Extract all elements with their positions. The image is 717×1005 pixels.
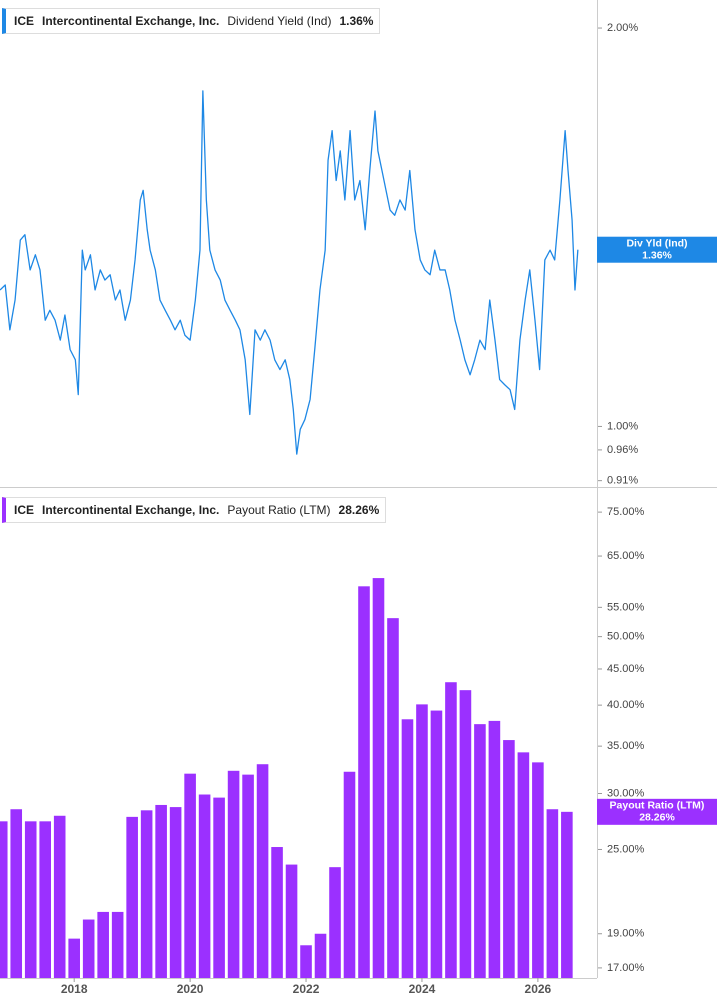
y-tick-label: 50.00% (607, 631, 645, 643)
legend: ICE Intercontinental Exchange, Inc. Divi… (2, 8, 381, 34)
legend-metric: Payout Ratio (LTM) (227, 503, 331, 517)
bar (227, 770, 240, 978)
bar (546, 809, 559, 978)
bar (314, 933, 327, 978)
badge-label: Payout Ratio (LTM) (610, 800, 705, 812)
bar (445, 682, 457, 978)
bar (155, 804, 167, 978)
bar (271, 847, 283, 978)
bar (358, 586, 370, 978)
bar (561, 811, 573, 978)
bar (532, 762, 544, 978)
legend-company: Intercontinental Exchange, Inc. (42, 14, 220, 28)
bar (198, 794, 211, 978)
y-tick-label: 55.00% (607, 601, 645, 613)
y-tick-label: 30.00% (607, 787, 645, 799)
y-tick-label: 75.00% (607, 506, 645, 518)
badge-value: 1.36% (642, 249, 672, 261)
badge-box (597, 236, 717, 263)
y-tick-label: 35.00% (607, 740, 645, 752)
y-tick-label: 1.00% (607, 420, 638, 432)
badge-box (597, 798, 717, 825)
legend-company: Intercontinental Exchange, Inc. (42, 503, 220, 517)
bar (503, 740, 515, 978)
bar (184, 773, 196, 978)
bar (387, 618, 399, 978)
bar (10, 809, 23, 978)
x-tick-label: 2022 (293, 982, 320, 996)
bar (140, 810, 153, 978)
bar (372, 578, 385, 978)
bar (430, 710, 443, 978)
badge-label: Div Yld (Ind) (626, 237, 687, 249)
legend-value: 1.36% (339, 14, 374, 28)
y-tick-label: 0.91% (607, 475, 638, 487)
bar (53, 815, 66, 978)
y-tick-label: 40.00% (607, 699, 645, 711)
bar (213, 797, 225, 978)
legend-ticker: ICE (14, 503, 35, 517)
bar (416, 704, 428, 978)
badge-value: 28.26% (639, 812, 675, 824)
y-tick-label: 19.00% (607, 928, 645, 940)
bar (242, 774, 254, 978)
bar (126, 816, 138, 978)
y-tick-label: 0.96% (607, 444, 638, 456)
bar (111, 911, 124, 978)
bar (169, 807, 182, 978)
bar (300, 945, 312, 978)
bar (256, 764, 269, 978)
bar (343, 771, 356, 978)
bar (82, 919, 95, 978)
y-tick-label: 65.00% (607, 550, 645, 562)
y-tick-label: 2.00% (607, 22, 638, 34)
bar (0, 821, 8, 978)
bar (401, 719, 414, 978)
bar (474, 724, 486, 978)
last-value-badge: Payout Ratio (LTM)28.26% (597, 798, 717, 825)
bar (329, 867, 341, 978)
x-tick-label: 2026 (525, 982, 552, 996)
bar (517, 752, 530, 978)
bar (488, 720, 501, 978)
bar (97, 911, 109, 978)
bar (68, 938, 80, 978)
y-tick-label: 25.00% (607, 843, 645, 855)
legend-metric: Dividend Yield (Ind) (227, 14, 332, 28)
legend-ticker: ICE (14, 14, 35, 28)
bar (285, 864, 298, 978)
legend-value: 28.26% (338, 503, 380, 517)
x-tick-label: 2020 (177, 982, 204, 996)
bar (39, 821, 52, 978)
last-value-badge: Div Yld (Ind)1.36% (597, 236, 717, 263)
y-tick-label: 17.00% (607, 962, 645, 974)
legend: ICE Intercontinental Exchange, Inc. Payo… (2, 497, 387, 523)
y-tick-label: 45.00% (607, 663, 645, 675)
bar (24, 821, 37, 978)
x-tick-label: 2024 (409, 982, 436, 996)
bar (459, 690, 472, 978)
line-series (0, 90, 579, 455)
x-tick-label: 2018 (61, 982, 88, 996)
